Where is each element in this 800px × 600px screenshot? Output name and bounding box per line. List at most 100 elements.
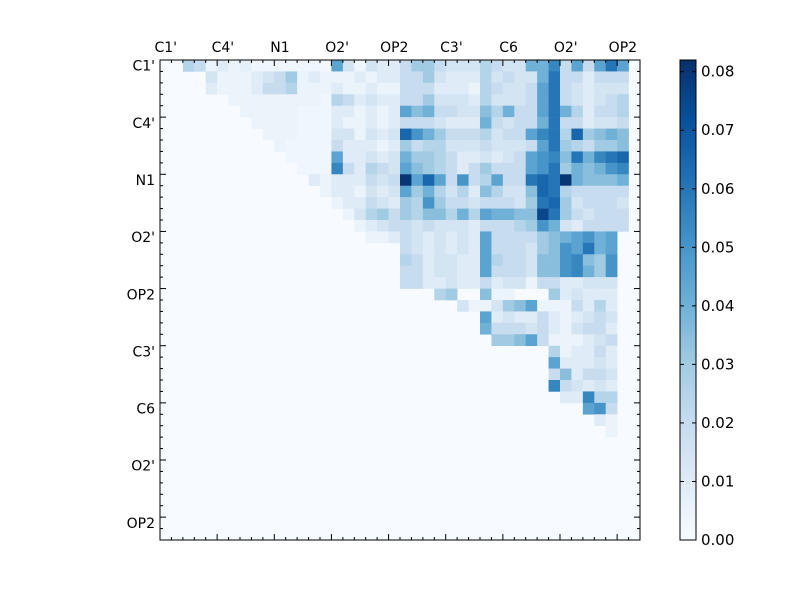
heatmap-cell xyxy=(331,94,344,107)
heatmap-cell xyxy=(502,334,515,347)
heatmap-cell xyxy=(308,174,321,187)
heatmap-cell xyxy=(331,140,344,152)
heatmap-cell xyxy=(480,208,492,221)
y-tick-label: O2' xyxy=(131,230,155,246)
heatmap-cell xyxy=(560,288,572,301)
heatmap-cell xyxy=(262,71,275,84)
heatmap-cell xyxy=(468,300,481,312)
heatmap-cell xyxy=(365,208,378,221)
heatmap-cell xyxy=(434,105,447,118)
heatmap-cell xyxy=(594,185,607,198)
heatmap-cell xyxy=(617,117,629,129)
heatmap-cell xyxy=(468,254,481,267)
heatmap-cell xyxy=(582,322,595,335)
heatmap-cell xyxy=(617,162,629,175)
y-tick-labels: C1' C4' N1 O2' OP2 C3' C6 O2' OP2 xyxy=(127,59,155,532)
heatmap-cell xyxy=(502,277,515,289)
x-tick-label: OP2 xyxy=(609,40,637,56)
heatmap-cell xyxy=(434,117,447,129)
heatmap-cell xyxy=(491,71,504,84)
heatmap-cell xyxy=(582,140,595,152)
heatmap-cell xyxy=(217,60,229,72)
heatmap-cell xyxy=(480,311,492,324)
heatmap-cell xyxy=(491,265,504,278)
heatmap-cell xyxy=(560,391,572,404)
heatmap-cell xyxy=(457,231,469,244)
heatmap-cell xyxy=(400,140,412,152)
heatmap-cell xyxy=(594,402,607,415)
heatmap-cell xyxy=(445,277,458,289)
heatmap-cell xyxy=(594,220,607,232)
heatmap-cell xyxy=(582,277,595,289)
heatmap-cell xyxy=(582,300,595,312)
heatmap-cell xyxy=(605,380,618,392)
heatmap-cell xyxy=(388,140,401,152)
heatmap-cell xyxy=(525,105,538,118)
heatmap-cell xyxy=(308,94,321,107)
heatmap-cell xyxy=(491,117,504,129)
y-tick-label: OP2 xyxy=(127,516,155,532)
heatmap-cell xyxy=(537,322,549,335)
heatmap-cell xyxy=(548,368,561,381)
heatmap-cell xyxy=(388,208,401,221)
heatmap-cell xyxy=(411,174,424,187)
heatmap-cell xyxy=(502,311,515,324)
heatmap-cell xyxy=(560,242,572,255)
heatmap-cell xyxy=(285,105,298,118)
heatmap-cell xyxy=(480,242,492,255)
heatmap-cell xyxy=(605,185,618,198)
heatmap-cell xyxy=(560,357,572,369)
heatmap-cell xyxy=(594,414,607,427)
heatmap-cell xyxy=(365,82,378,95)
heatmap-cell xyxy=(411,220,424,232)
heatmap-cell xyxy=(342,140,355,152)
heatmap-cell xyxy=(445,94,458,107)
heatmap-cell xyxy=(480,288,492,301)
heatmap-cell xyxy=(502,197,515,209)
heatmap-cell xyxy=(548,94,561,107)
heatmap-cell xyxy=(445,231,458,244)
heatmap-cell xyxy=(274,94,287,107)
heatmap-cell xyxy=(548,71,561,84)
heatmap-cell xyxy=(400,71,412,84)
heatmap-cell xyxy=(605,368,618,381)
heatmap-cell xyxy=(388,185,401,198)
heatmap-cell xyxy=(388,60,401,72)
heatmap-cell xyxy=(560,277,572,289)
heatmap-cell xyxy=(594,277,607,289)
heatmap-cell xyxy=(411,265,424,278)
heatmap-cell xyxy=(365,174,378,187)
heatmap-cell xyxy=(525,60,538,72)
heatmap-cell xyxy=(582,185,595,198)
heatmap-cell xyxy=(491,231,504,244)
heatmap-cell xyxy=(560,208,572,221)
heatmap-cell xyxy=(480,151,492,164)
heatmap-cell xyxy=(354,140,367,152)
heatmap-cell xyxy=(571,60,584,72)
heatmap-cell xyxy=(582,94,595,107)
heatmap-cell xyxy=(594,380,607,392)
heatmap-cell xyxy=(342,82,355,95)
heatmap-cell xyxy=(537,71,549,84)
y-tick-label: OP2 xyxy=(127,287,155,303)
heatmap-cell xyxy=(480,220,492,232)
heatmap-cell xyxy=(297,140,309,152)
heatmap-cell xyxy=(422,60,435,72)
heatmap-cell xyxy=(388,231,401,244)
heatmap-cell xyxy=(560,105,572,118)
plot-area: C1' C4' N1 O2' OP2 C3' C6 O2' OP2 C1' C4' N1 O2' OP2… xyxy=(127,40,641,541)
heatmap-cell xyxy=(537,174,549,187)
heatmap-cell xyxy=(617,220,629,232)
heatmap-cell xyxy=(480,174,492,187)
heatmap-cell xyxy=(571,300,584,312)
heatmap-cell xyxy=(502,71,515,84)
heatmap-cell xyxy=(514,162,527,175)
heatmap-cell xyxy=(297,117,309,129)
heatmap-cell xyxy=(320,162,332,175)
heatmap-cell xyxy=(434,254,447,267)
heatmap-cell xyxy=(457,128,469,141)
heatmap-cell xyxy=(331,71,344,84)
heatmap-cell xyxy=(571,94,584,107)
heatmap-cell xyxy=(617,128,629,141)
heatmap-cell xyxy=(480,128,492,141)
